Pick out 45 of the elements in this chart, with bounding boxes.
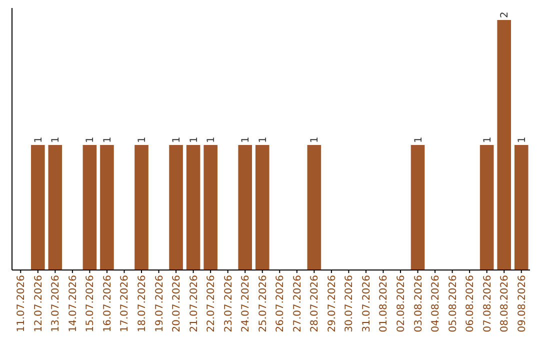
data-label: 1 — [188, 136, 200, 143]
x-tick-label: 04.08.2026 — [430, 275, 442, 332]
x-tick-label: 11.07.2026 — [16, 275, 28, 332]
x-tick-label: 07.08.2026 — [482, 275, 494, 332]
data-label: 1 — [102, 136, 114, 143]
x-tick-label: 28.07.2026 — [310, 275, 321, 332]
x-tick-label: 31.07.2026 — [361, 275, 372, 332]
x-tick-label: 03.08.2026 — [413, 275, 424, 332]
data-label: 1 — [206, 136, 218, 143]
x-tick-label: 19.07.2026 — [154, 275, 166, 332]
x-tick-label: 08.08.2026 — [500, 275, 511, 332]
x-tick-label: 20.07.2026 — [172, 275, 183, 332]
x-tick-label: 24.07.2026 — [240, 275, 252, 332]
x-tick-label: 15.07.2026 — [85, 275, 96, 332]
x-tick-label: 13.07.2026 — [50, 275, 62, 332]
x-tick-label: 17.07.2026 — [120, 275, 131, 332]
data-label: 1 — [482, 136, 494, 143]
x-tick-label: 30.07.2026 — [344, 275, 356, 332]
data-label: 1 — [258, 136, 269, 143]
x-tick-label: 26.07.2026 — [275, 275, 286, 332]
data-label: 1 — [240, 136, 252, 143]
x-tick-label: 25.07.2026 — [258, 275, 269, 332]
x-tick-label: 21.07.2026 — [188, 275, 200, 332]
data-label: 1 — [85, 136, 96, 143]
x-tick-label: 18.07.2026 — [137, 275, 148, 332]
x-tick-label: 16.07.2026 — [102, 275, 114, 332]
x-tick-label: 02.08.2026 — [396, 275, 407, 332]
x-tick-label: 09.08.2026 — [516, 275, 528, 332]
x-tick-label: 23.07.2026 — [223, 275, 234, 332]
x-tick-label: 27.07.2026 — [292, 275, 304, 332]
data-label: 2 — [500, 12, 511, 18]
data-label: 1 — [516, 136, 528, 143]
data-label: 1 — [33, 136, 44, 143]
data-label: 1 — [137, 136, 148, 143]
x-tick-label: 12.07.2026 — [33, 275, 44, 332]
x-tick-label: 01.08.2026 — [378, 275, 390, 332]
x-tick-label: 22.07.2026 — [206, 275, 218, 332]
data-label: 1 — [413, 136, 424, 143]
data-label: 1 — [50, 136, 62, 143]
x-tick-label: 06.08.2026 — [465, 275, 476, 332]
data-label: 1 — [310, 136, 321, 143]
x-tick-label: 05.08.2026 — [448, 275, 459, 332]
x-tick-label: 14.07.2026 — [68, 275, 79, 332]
x-tick-label: 29.07.2026 — [326, 275, 338, 332]
data-label: 1 — [172, 136, 183, 143]
